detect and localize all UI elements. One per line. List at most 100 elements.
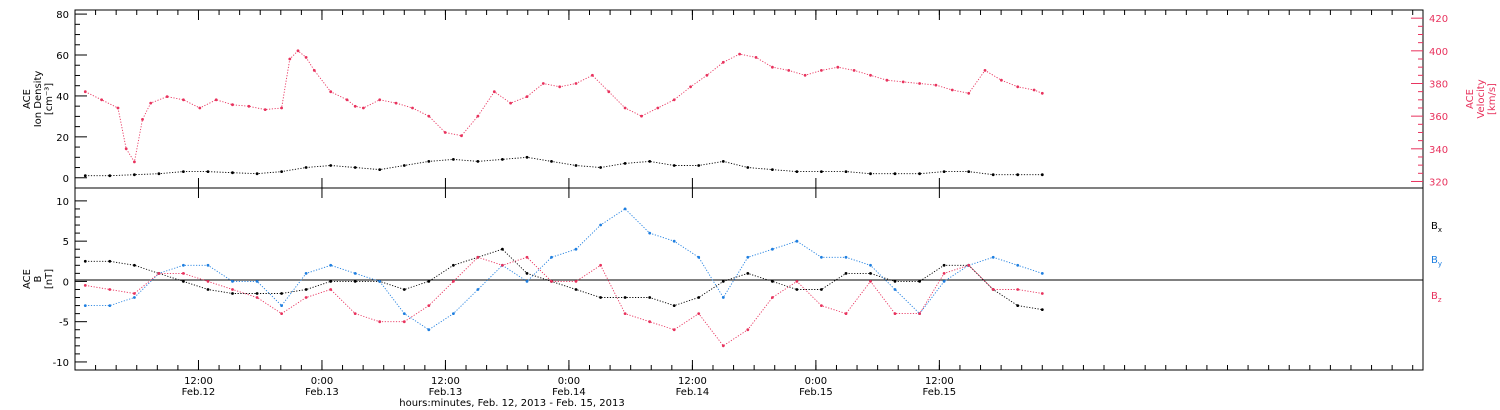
- velocity-axis: 320 340 360 380 400 420: [1411, 14, 1448, 188]
- b-label-line2: B: [33, 275, 44, 282]
- velocity-point: [247, 104, 251, 108]
- velocity-point: [362, 106, 365, 110]
- density-point: [231, 171, 234, 175]
- x-tick-time: 0:00: [558, 376, 580, 387]
- density-point: [893, 172, 897, 176]
- bz-point: [108, 288, 112, 291]
- x-axis-title: hours:minutes, Feb. 12, 2013 - Feb. 15, …: [399, 398, 624, 409]
- by-point: [574, 247, 578, 251]
- bottom-panel-frame: [74, 187, 1424, 371]
- density-point: [599, 166, 602, 169]
- x-tick-date: Feb.12: [182, 387, 216, 398]
- velocity-point: [378, 98, 382, 102]
- legend-bx: Bx: [1431, 221, 1442, 234]
- velocity-point: [443, 131, 447, 134]
- density-point: [672, 164, 676, 167]
- velocity-axis-label: ACE Velocity [km/s]: [1465, 79, 1498, 118]
- density-tick-label: 20: [56, 133, 69, 144]
- density-label-line2: Ion Density: [33, 71, 44, 128]
- density-point: [206, 170, 210, 174]
- velocity-point: [705, 73, 709, 77]
- bz-point: [574, 280, 578, 283]
- b-tick-label: -10: [53, 358, 69, 369]
- bx-point: [1040, 308, 1044, 311]
- density-point: [1040, 173, 1044, 177]
- velocity-point: [263, 108, 267, 111]
- velocity-label-line3: [km/s]: [1487, 83, 1498, 115]
- velocity-point: [231, 103, 234, 107]
- density-point: [353, 166, 357, 169]
- x-tick-time: 12:00: [925, 376, 954, 387]
- bz-point: [1016, 288, 1020, 291]
- density-point: [795, 170, 799, 174]
- velocity-tick-label: 400: [1429, 47, 1448, 58]
- bz-point: [304, 296, 308, 299]
- b-tick-label: -5: [59, 318, 69, 329]
- bx-point: [353, 280, 357, 283]
- density-point: [623, 162, 627, 165]
- b-tick-label: 10: [56, 197, 69, 208]
- density-point: [501, 158, 504, 161]
- density-tick-label: 0: [63, 174, 69, 185]
- density-point: [942, 170, 946, 174]
- density-point: [648, 160, 652, 163]
- velocity-tick-label: 360: [1429, 112, 1448, 123]
- x-axis: 12:00Feb.120:00Feb.1312:00Feb.130:00Feb.…: [95, 10, 1414, 398]
- x-tick-date: Feb.14: [676, 387, 710, 398]
- density-point: [918, 172, 921, 176]
- bx-point: [795, 288, 799, 291]
- bz-point: [402, 320, 406, 324]
- velocity-tick-label: 420: [1429, 14, 1448, 25]
- density-point: [476, 160, 480, 163]
- velocity-point: [182, 98, 185, 102]
- velocity-trace: [85, 50, 1043, 164]
- bx-point: [820, 288, 823, 291]
- bx-point: [108, 259, 112, 263]
- top-panel-frame: [74, 9, 1424, 189]
- bz-point: [427, 304, 431, 307]
- density-tick-label: 80: [56, 10, 69, 21]
- velocity-point: [280, 106, 283, 110]
- density-trace: [85, 156, 1043, 177]
- legend-bz: Bz: [1431, 291, 1442, 304]
- velocity-point: [133, 160, 136, 164]
- density-label-line3: [cm⁻³]: [44, 83, 55, 115]
- bx-point: [280, 292, 283, 295]
- bottom-axes: -10 -5 0 5 10: [53, 197, 87, 369]
- top-axes: 0 20 40 60 80: [56, 10, 87, 189]
- density-point: [329, 164, 333, 167]
- b-legend: Bx By Bz: [1431, 221, 1442, 304]
- x-tick-time: 12:00: [184, 376, 213, 387]
- by-point: [133, 296, 136, 299]
- density-point: [1016, 173, 1020, 177]
- bottom-series-layer: [83, 207, 1044, 348]
- density-point: [820, 170, 823, 174]
- density-axis-label: ACE Ion Density [cm⁻³]: [22, 71, 55, 128]
- density-tick-label: 60: [56, 51, 69, 62]
- bx-point: [1016, 304, 1020, 307]
- bx-point: [255, 292, 259, 295]
- b-axis-label: ACE B [nT]: [22, 269, 55, 289]
- velocity-point: [885, 78, 889, 82]
- x-tick-date: Feb.15: [923, 387, 957, 398]
- b-tick-label: 0: [63, 277, 69, 288]
- density-tick-label: 40: [56, 92, 69, 103]
- bx-point: [133, 263, 136, 267]
- b-label-line3: [nT]: [44, 269, 55, 289]
- bz-point: [820, 304, 823, 307]
- x-tick-date: Feb.13: [305, 387, 339, 398]
- velocity-tick-label: 340: [1429, 145, 1448, 156]
- x-tick-date: Feb.15: [799, 387, 833, 398]
- x-tick-date: Feb.14: [552, 387, 586, 398]
- b-tick-label: 5: [63, 237, 69, 248]
- velocity-point: [394, 101, 398, 105]
- x-tick-time: 0:00: [805, 376, 827, 387]
- x-tick-time: 0:00: [311, 376, 333, 387]
- top-series-layer: [83, 49, 1044, 178]
- density-point: [133, 173, 136, 177]
- by-point: [378, 280, 382, 283]
- velocity-tick-label: 320: [1429, 177, 1448, 188]
- bx-point: [623, 296, 627, 299]
- by-point: [525, 280, 529, 283]
